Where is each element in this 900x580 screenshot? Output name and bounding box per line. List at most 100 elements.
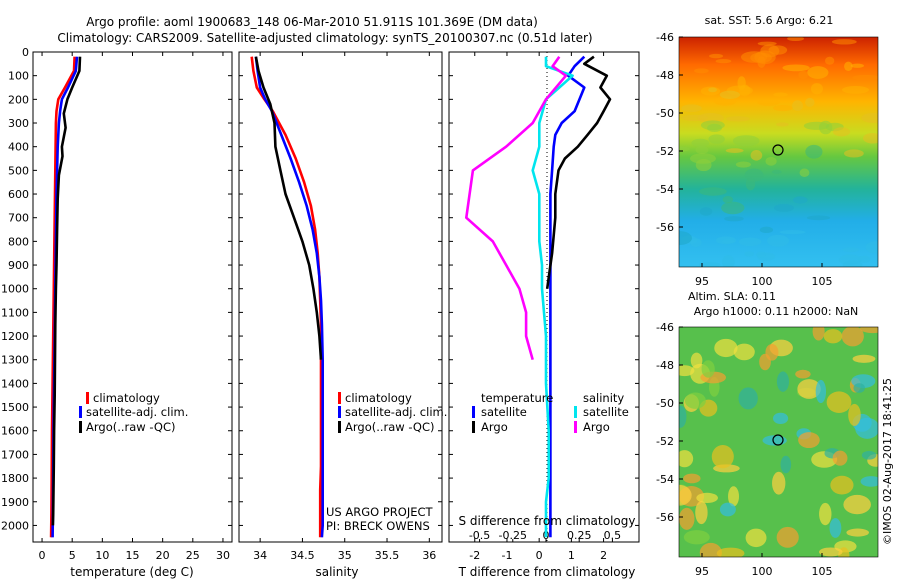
sst-cell [844, 149, 864, 158]
sst-cell [806, 215, 831, 221]
figure-title-line1: Argo profile: aoml 1900683_148 06-Mar-20… [86, 15, 538, 29]
sst-cell [767, 234, 790, 247]
sst-cell [844, 61, 853, 71]
sst-cell [861, 112, 878, 123]
sla-cell [695, 500, 708, 525]
sla-cell [838, 547, 850, 557]
legend-label-s-argo: Argo [583, 420, 610, 434]
map-y-tick-label: -54 [656, 183, 674, 196]
sla-cell [719, 502, 736, 517]
sla-cell [819, 547, 843, 557]
sst-cell [832, 127, 851, 137]
legend-label-t-argo: Argo [481, 420, 508, 434]
x-tick-label: 34 [253, 549, 267, 562]
sst-cell [721, 255, 735, 267]
argo-position-marker [772, 434, 784, 446]
imos-credit: ©IMOS 02-Aug-2017 18:41:25 [881, 378, 894, 545]
sst-cell [757, 98, 780, 106]
depth-tick-label: 1700 [1, 448, 29, 461]
sla-cell [812, 327, 825, 341]
sla-cell [795, 369, 811, 379]
temperature-legend: climatology satellite-adj. clim. Argo(..… [79, 391, 188, 434]
sla-cell [679, 450, 694, 468]
sla-cell [780, 455, 792, 474]
map-y-tick-label: -48 [656, 359, 674, 372]
map-x-tick-label: 100 [752, 565, 773, 578]
sst-cell [842, 85, 869, 94]
legend-label-climatology: climatology [345, 391, 412, 405]
sst-cell [695, 145, 709, 155]
t-difference-xlabel: T difference from climatology [458, 565, 636, 579]
sst-cell [708, 134, 725, 144]
sst-cell [719, 90, 740, 99]
sst-cell [842, 247, 860, 253]
sst-texture [679, 37, 878, 267]
map-x-tick-label: 95 [695, 275, 709, 288]
map-x-tick-label: 95 [695, 565, 709, 578]
sst-cell [776, 122, 789, 127]
x-tick-label: 0 [39, 549, 46, 562]
x-tick-label: 30 [216, 549, 230, 562]
sla-cell [683, 473, 701, 484]
sla-cell [859, 327, 878, 334]
depth-axis: 0 100 200 300 400 500 600 700 800 900 1000 1100 1200… [1, 46, 639, 532]
legend-swatch-satellite [79, 406, 82, 418]
sst-cell [857, 255, 871, 263]
map-y-tick-label: -52 [656, 145, 674, 158]
sla-cell [683, 530, 710, 545]
sst-cell [708, 87, 717, 93]
map-y-tick-label: -52 [656, 435, 674, 448]
x-tick-label: -1 [501, 549, 512, 562]
legend-label-t-satellite: satellite [481, 405, 527, 419]
sst-cell [695, 158, 712, 172]
series-line-argo-raw-qc [51, 56, 82, 526]
sla-cell [843, 494, 871, 515]
s-diff-tick-label: -0.25 [499, 529, 527, 542]
sla-cell [738, 387, 758, 410]
sla-cell [776, 371, 790, 392]
sla-cell [815, 379, 827, 404]
sla-cell [699, 542, 722, 557]
sst-cell [759, 226, 774, 234]
map-y-tick-label: -46 [656, 321, 674, 334]
sst-cell [726, 116, 750, 122]
depth-tick-label: 300 [8, 117, 29, 130]
x-tick-label: 0 [536, 549, 543, 562]
sst-cell [757, 41, 777, 46]
figure-title-line2: Climatology: CARS2009. Satellite-adjuste… [57, 31, 592, 45]
sst-cell [732, 135, 760, 147]
x-tick-label: 34.5 [290, 549, 315, 562]
legend-swatch-s-argo [574, 421, 577, 433]
sst-cell [699, 207, 713, 216]
s-diff-tick-label: 0.5 [604, 529, 622, 542]
sst-cell [721, 239, 735, 244]
temperature-xlabel: temperature (deg C) [70, 565, 193, 579]
legend-swatch-satellite [338, 406, 341, 418]
sla-cell [846, 528, 869, 537]
sst-cell [754, 50, 776, 65]
depth-tick-label: 800 [8, 235, 29, 248]
sla-map-title-line1: Altim. SLA: 0.11 [688, 290, 776, 303]
x-tick-label: 25 [186, 549, 200, 562]
sla-cell [679, 405, 687, 428]
depth-tick-label: 400 [8, 141, 29, 154]
map-x-tick-label: 105 [812, 275, 833, 288]
sla-cell [772, 412, 789, 425]
series-line-climatology [49, 56, 76, 538]
difference-axes [448, 51, 640, 543]
temperature-axes [32, 51, 233, 543]
sst-cell [700, 120, 725, 131]
legend-swatch-t-argo [472, 421, 475, 433]
series-line-satellite [549, 55, 586, 538]
depth-tick-label: 600 [8, 188, 29, 201]
legend-swatch-s-satellite [574, 406, 577, 418]
depth-tick-label: 500 [8, 164, 29, 177]
sst-cell [765, 156, 777, 166]
sst-cell [798, 70, 809, 79]
depth-tick-label: 1400 [1, 377, 29, 390]
sst-cell [738, 237, 762, 247]
depth-tick-label: 1200 [1, 330, 29, 343]
sla-cell [684, 392, 706, 409]
map-y-tick-label: -56 [656, 511, 674, 524]
legend-label-satellite: satellite-adj. clim. [345, 405, 447, 419]
